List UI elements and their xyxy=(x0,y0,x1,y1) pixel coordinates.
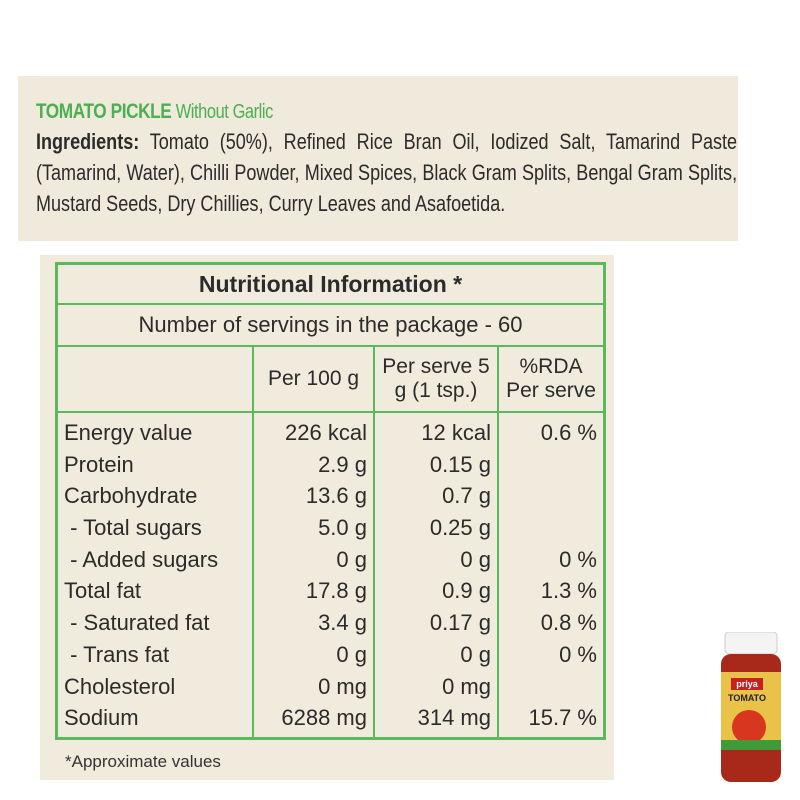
nutrient-value: 314 mg xyxy=(417,705,491,731)
nutrient-name: - Added sugars xyxy=(64,546,219,572)
nutrient-name: Protein xyxy=(64,451,134,477)
svg-text:TOMATO: TOMATO xyxy=(728,693,766,703)
nutrient-value: 0 mg xyxy=(318,673,367,699)
nutrition-column: 0.6 % 0 % 1.3 % 0.8 % 0 % 15.7 % xyxy=(497,411,606,740)
nutrient-value: 226 kcal xyxy=(285,420,367,445)
nutrient-value: 12 kcal xyxy=(421,420,491,445)
column-header: Per 100 g xyxy=(252,345,375,413)
product-title: TOMATO PICKLE Without Garlic xyxy=(36,100,273,124)
nutrient-name: - Total sugars xyxy=(64,515,202,541)
nutrient-name: Energy value xyxy=(64,420,193,445)
nutrient-value: 0 g xyxy=(336,546,367,572)
nutrient-value: 1.3 % xyxy=(540,578,597,604)
servings-info: Number of servings in the package - 60 xyxy=(55,303,606,347)
product-variant: Without Garlic xyxy=(175,101,274,123)
ingredients-list: Tomato (50%), Refined Rice Bran Oil, Iod… xyxy=(36,129,738,216)
nutrition-table: Nutritional Information * Number of serv… xyxy=(55,262,606,740)
nutrient-value: 17.8 g xyxy=(305,578,367,604)
nutrient-value: 0.15 g xyxy=(429,451,491,477)
column-header: Per serve 5 g (1 tsp.) xyxy=(373,345,499,413)
nutrient-value: 15.7 % xyxy=(528,705,598,731)
nutrient-value: 0 g xyxy=(460,641,491,667)
nutrient-value: 0 g xyxy=(336,641,367,667)
nutrient-value xyxy=(505,449,597,481)
nutrient-name: Total fat xyxy=(64,578,142,604)
nutrient-value: 5.0 g xyxy=(318,515,367,541)
nutrition-column: 226 kcal 2.9 g 13.6 g 5.0 g 0 g 17.8 g 3.4 g 0 … xyxy=(252,411,375,740)
ingredients-text: Ingredients: Tomato (50%), Refined Rice … xyxy=(36,126,737,219)
nutrient-value: 0 g xyxy=(460,546,491,572)
product-jar-image: priya TOMATO xyxy=(721,632,781,782)
nutrient-value: 0 % xyxy=(559,546,597,572)
nutrient-value: 3.4 g xyxy=(318,610,367,636)
nutrient-name: Carbohydrate xyxy=(64,483,198,509)
nutrition-panel: Nutritional Information * Number of serv… xyxy=(40,255,614,780)
nutrient-name: - Saturated fat xyxy=(64,610,210,636)
ingredients-label: Ingredients: xyxy=(36,129,140,154)
nutrition-title: Nutritional Information * xyxy=(55,262,606,305)
column-header xyxy=(55,345,254,413)
nutrition-column: 12 kcal 0.15 g 0.7 g 0.25 g 0 g 0.9 g 0.17 g 0 … xyxy=(373,411,499,740)
nutrient-value: 0 mg xyxy=(442,673,491,699)
nutrient-value: 0.25 g xyxy=(429,515,491,541)
nutrient-name: - Trans fat xyxy=(64,641,170,667)
footnote: *Approximate values xyxy=(65,752,221,771)
nutrient-value: 6288 mg xyxy=(281,705,367,731)
column-header: %RDA Per serve xyxy=(497,345,606,413)
nutrient-value: 13.6 g xyxy=(305,483,367,509)
nutrient-name: Sodium xyxy=(64,705,139,731)
nutrient-value xyxy=(505,480,597,512)
nutrient-value xyxy=(505,512,597,544)
nutrient-value: 0.9 g xyxy=(442,578,491,604)
nutrient-value: 0 % xyxy=(559,641,597,667)
ingredients-panel: TOMATO PICKLE Without Garlic Ingredients… xyxy=(18,76,738,241)
nutrient-value: 0.7 g xyxy=(442,483,491,509)
svg-text:priya: priya xyxy=(736,679,759,689)
nutrient-value: 2.9 g xyxy=(318,451,367,477)
nutrient-value: 0.8 % xyxy=(540,610,597,636)
nutrition-column: Energy value Protein Carbohydrate - Total … xyxy=(55,411,254,740)
nutrient-value: 0.17 g xyxy=(429,610,491,636)
product-name: TOMATO PICKLE xyxy=(36,100,172,123)
nutrient-value xyxy=(505,671,597,703)
nutrient-value: 0.6 % xyxy=(540,420,597,445)
nutrient-name: Cholesterol xyxy=(64,673,176,699)
